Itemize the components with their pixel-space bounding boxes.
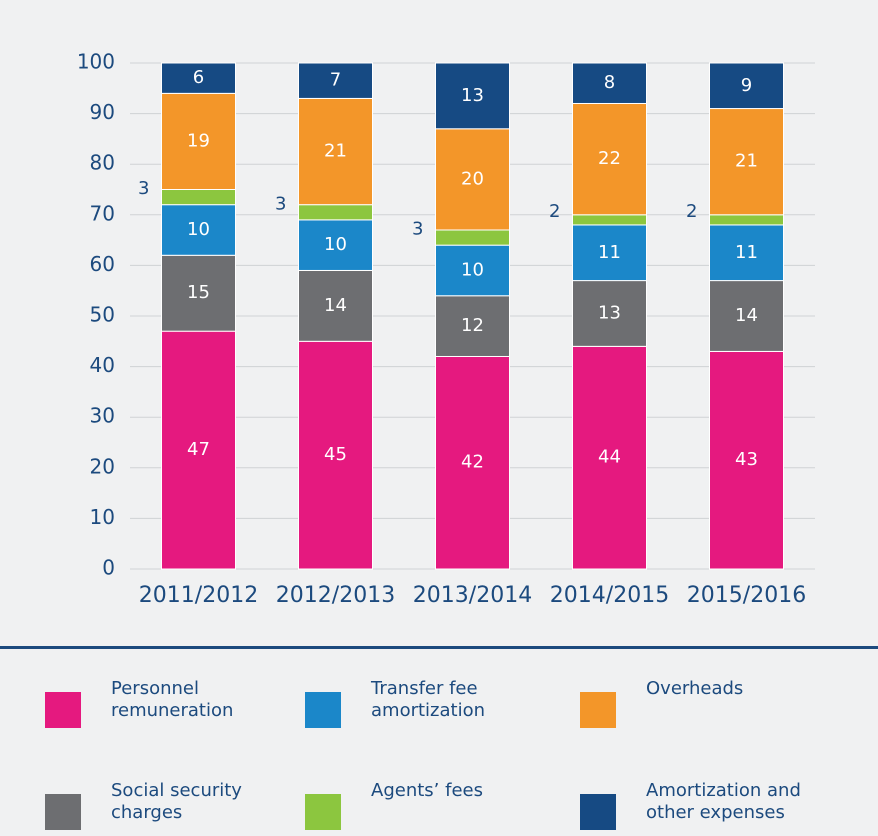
legend-label: Social security charges	[111, 780, 242, 823]
data-label: 47	[187, 439, 210, 460]
data-label: 2	[549, 201, 560, 222]
y-tick-label: 30	[90, 404, 115, 428]
legend-item: Agents’ fees	[305, 780, 531, 830]
bar-segment	[298, 97, 373, 206]
data-label: 44	[598, 447, 621, 468]
legend-item: Amortization and other expenses	[580, 780, 806, 830]
data-label: 11	[735, 242, 758, 263]
y-tick-label: 50	[90, 303, 115, 327]
data-label: 13	[461, 85, 484, 106]
bar-segment	[298, 62, 373, 99]
data-label: 3	[138, 178, 149, 199]
data-label: 6	[193, 67, 204, 88]
bar-segment	[161, 92, 236, 190]
y-tick-label: 80	[90, 151, 115, 175]
y-tick-label: 40	[90, 353, 115, 377]
data-label: 10	[187, 219, 210, 240]
plot: 0 10 20 30 40 50 60 70 80 90 100 47 15 10 3 19 6 2011/201…	[77, 50, 815, 608]
y-tick-label: 60	[90, 252, 115, 276]
data-label: 42	[461, 452, 484, 473]
x-tick-label: 2014/2015	[550, 583, 669, 608]
data-label: 9	[741, 75, 752, 96]
bar-segment	[572, 224, 647, 282]
x-tick-label: 2013/2014	[413, 583, 532, 608]
x-tick-label: 2011/2012	[139, 583, 258, 608]
data-label: 19	[187, 130, 210, 151]
bar-segment	[435, 295, 510, 357]
data-label: 3	[275, 193, 286, 214]
bar-segment	[161, 189, 236, 206]
bar-segment	[572, 62, 647, 104]
data-label: 11	[598, 242, 621, 263]
data-label: 10	[324, 234, 347, 255]
bar-segment	[572, 214, 647, 226]
bar-segment	[161, 204, 236, 256]
data-label: 10	[461, 259, 484, 280]
bar-segment	[435, 229, 510, 246]
legend-swatch	[580, 794, 616, 830]
data-label: 2	[686, 201, 697, 222]
legend-swatch	[45, 692, 81, 728]
bar-segment	[435, 62, 510, 130]
data-label: 12	[461, 315, 484, 336]
legend-label: Personnel remuneration	[111, 678, 234, 721]
x-tick-label: 2012/2013	[276, 583, 395, 608]
y-tick-label: 90	[90, 100, 115, 124]
y-tick-label: 70	[90, 201, 115, 225]
data-label: 8	[604, 72, 615, 93]
legend-item: Overheads	[580, 678, 806, 728]
data-label: 45	[324, 444, 347, 465]
x-tick-label: 2015/2016	[687, 583, 806, 608]
legend-item: Personnel remuneration	[45, 678, 271, 728]
bar-segment	[709, 224, 784, 282]
bar-segment	[572, 102, 647, 216]
y-tick-label: 0	[102, 556, 115, 580]
legend-item: Social security charges	[45, 780, 271, 830]
bar-segment	[709, 62, 784, 110]
bar-segment	[709, 350, 784, 570]
legend-label: Amortization and other expenses	[646, 780, 801, 823]
data-label: 3	[412, 219, 423, 240]
bar-segment	[709, 280, 784, 352]
legend-label: Transfer fee amortization	[371, 678, 485, 721]
bar-segment	[435, 355, 510, 570]
bar-segment	[572, 345, 647, 570]
y-tick-label: 100	[77, 50, 115, 74]
data-label: 21	[324, 141, 347, 162]
y-tick-label: 10	[90, 505, 115, 529]
bar-segment	[298, 204, 373, 221]
data-label: 21	[735, 151, 758, 172]
data-label: 22	[598, 148, 621, 169]
bar-segment	[161, 62, 236, 94]
data-label: 20	[461, 168, 484, 189]
legend-label: Overheads	[646, 678, 744, 699]
data-label: 13	[598, 302, 621, 323]
bar-segment	[161, 254, 236, 332]
bar-segment	[709, 214, 784, 226]
separator	[0, 646, 878, 649]
legend-swatch	[45, 794, 81, 830]
data-label: 14	[735, 305, 758, 326]
bar-segment	[161, 330, 236, 570]
data-label: 14	[324, 295, 347, 316]
data-label: 15	[187, 282, 210, 303]
y-tick-label: 20	[90, 454, 115, 478]
legend-item: Transfer fee amortization	[305, 678, 531, 728]
data-label: 43	[735, 449, 758, 470]
data-label: 7	[330, 70, 341, 91]
bar-segment	[709, 108, 784, 216]
bar-segment	[435, 244, 510, 297]
legend-swatch	[305, 794, 341, 830]
legend-swatch	[305, 692, 341, 728]
legend-swatch	[580, 692, 616, 728]
legend-label: Agents’ fees	[371, 780, 483, 801]
